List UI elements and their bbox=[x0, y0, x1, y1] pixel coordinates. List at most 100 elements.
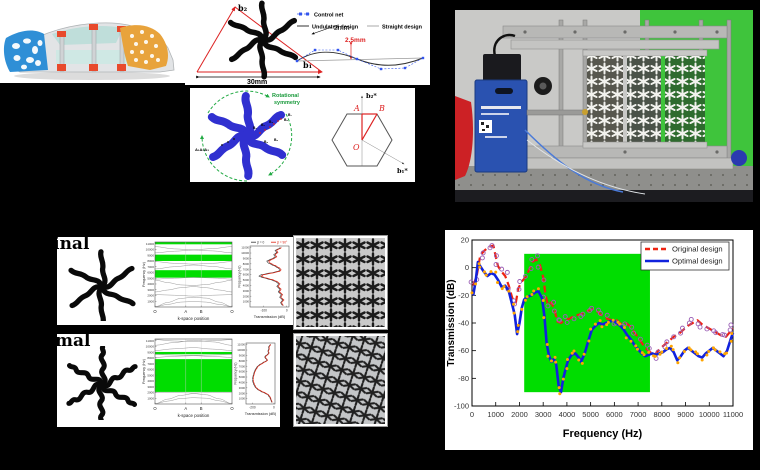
svg-text:A: A bbox=[184, 309, 187, 314]
svg-text:11000: 11000 bbox=[241, 246, 249, 250]
blue-star-unit-cell: A₁A₂A₃ B₁ B₂ B₃ B₄ B₅ B₆ B₇ bbox=[195, 92, 292, 180]
svg-text:2000: 2000 bbox=[511, 410, 528, 419]
svg-text:Frequency (Hz): Frequency (Hz) bbox=[234, 363, 238, 385]
amplitude-dim-label: 2.5mm bbox=[345, 37, 366, 44]
svg-text:0: 0 bbox=[273, 406, 275, 410]
rotational-symmetry-label-line2: symmetry bbox=[274, 100, 301, 106]
svg-text:0: 0 bbox=[286, 309, 288, 313]
symmetry-brillouin-panel: A₁A₂A₃ B₁ B₂ B₃ B₄ B₅ B₆ B₇ Rotational s… bbox=[190, 88, 415, 182]
b1-star-axis bbox=[361, 139, 405, 165]
svg-text:9000: 9000 bbox=[243, 257, 250, 261]
svg-text:3000: 3000 bbox=[535, 410, 552, 419]
point-b2-label: B₂ bbox=[261, 123, 265, 127]
device-body bbox=[474, 79, 528, 173]
svg-text:3000: 3000 bbox=[147, 385, 154, 389]
svg-text:2000: 2000 bbox=[147, 294, 154, 298]
band-structure-optimal: 1000200030004000500060007000800090001000… bbox=[142, 338, 234, 418]
point-b5-label: B₅ bbox=[274, 138, 278, 142]
point-b1-label: B₁ bbox=[253, 126, 257, 130]
svg-text:1000: 1000 bbox=[147, 299, 154, 303]
transmission-chart: 0 1000 2000 3000 4000 5000 6000 7000 8000 9000 100… bbox=[445, 230, 753, 450]
svg-text:9000: 9000 bbox=[239, 354, 246, 358]
svg-text:4000: 4000 bbox=[147, 282, 154, 286]
svg-text:10000: 10000 bbox=[241, 251, 249, 255]
svg-text:5000: 5000 bbox=[582, 410, 599, 419]
car-front-lattice-holes bbox=[12, 38, 43, 70]
svg-text:7000: 7000 bbox=[630, 410, 647, 419]
device-cable bbox=[493, 33, 516, 57]
svg-text:11000: 11000 bbox=[723, 410, 743, 419]
svg-text:6000: 6000 bbox=[147, 271, 154, 275]
svg-text:11000: 11000 bbox=[146, 242, 154, 246]
undulated-legend-label: Undulated design bbox=[312, 25, 359, 31]
svg-text:10000: 10000 bbox=[146, 345, 155, 349]
svg-text:8000: 8000 bbox=[653, 410, 670, 419]
blue-object bbox=[731, 150, 747, 166]
car-application-photo bbox=[0, 0, 187, 83]
svg-text:2000: 2000 bbox=[243, 294, 250, 298]
straight-design-curve bbox=[296, 57, 424, 62]
svg-text:A: A bbox=[184, 406, 187, 411]
svg-text:3000: 3000 bbox=[239, 386, 246, 390]
unit-cell-design-panel: b₂ b₁ 2mm 30mm Control net Undulated des… bbox=[185, 0, 430, 85]
svg-text:-200: -200 bbox=[249, 406, 256, 410]
thickness-dim-label: 2mm bbox=[334, 25, 350, 32]
svg-text:8000: 8000 bbox=[239, 359, 246, 363]
svg-text:Optimal design: Optimal design bbox=[672, 257, 723, 266]
knob-center bbox=[539, 82, 547, 90]
control-point-dots-b bbox=[259, 118, 282, 134]
svg-text:Frequency (Hz): Frequency (Hz) bbox=[142, 262, 146, 287]
lattice-pattern-optimal bbox=[296, 336, 385, 424]
svg-text:10000: 10000 bbox=[699, 410, 720, 419]
b2-vector-label: b₂ bbox=[238, 3, 248, 13]
svg-text:3000: 3000 bbox=[147, 288, 154, 292]
rotation-arc-arrows bbox=[200, 90, 293, 182]
vibrometer-device bbox=[474, 33, 528, 173]
point-b4-label: B₄ bbox=[264, 140, 268, 144]
svg-text:9000: 9000 bbox=[677, 410, 694, 419]
svg-text:11000: 11000 bbox=[237, 343, 245, 347]
svg-text:0: 0 bbox=[465, 263, 469, 272]
svg-text:Original design: Original design bbox=[672, 245, 723, 254]
rotational-symmetry-label-line1: Rotational bbox=[272, 93, 299, 99]
white-cable bbox=[526, 139, 646, 195]
lattice-specimens bbox=[582, 49, 708, 149]
svg-text:9000: 9000 bbox=[147, 253, 154, 257]
symmetry-diagram: A₁A₂A₃ B₁ B₂ B₃ B₄ B₅ B₆ B₇ Rotational s… bbox=[195, 90, 408, 182]
car-rear-lattice-orange bbox=[120, 25, 168, 70]
svg-text:8000: 8000 bbox=[243, 262, 250, 266]
svg-text:B: B bbox=[200, 406, 203, 411]
svg-text:2000: 2000 bbox=[147, 391, 154, 395]
svg-text:8000: 8000 bbox=[147, 356, 154, 360]
svg-text:k-space position: k-space position bbox=[178, 413, 210, 418]
svg-text:7000: 7000 bbox=[239, 364, 246, 368]
svg-text:8000: 8000 bbox=[147, 259, 154, 263]
svg-text:7000: 7000 bbox=[147, 265, 154, 269]
lattice-vector-triangle bbox=[196, 6, 323, 74]
b1-vector-label: b₁ bbox=[303, 60, 312, 70]
control-net-legend-marker bbox=[306, 12, 309, 16]
band-structure-original: 1000200030004000500060007000800090001000… bbox=[142, 241, 234, 321]
points-a-label: A₁A₂A₃ bbox=[195, 147, 209, 152]
brillouin-zone: A B O b₂* b₁* bbox=[331, 92, 408, 175]
point-b3-label: B₃ bbox=[269, 120, 273, 124]
original-star-cell bbox=[68, 249, 136, 321]
cell-width-dim-label: 30mm bbox=[247, 79, 267, 85]
table-shadow bbox=[455, 190, 753, 202]
lattice-photo-original bbox=[293, 235, 388, 330]
svg-text:-20: -20 bbox=[458, 291, 469, 300]
svg-text:Frequency (Hz): Frequency (Hz) bbox=[142, 359, 146, 384]
svg-text:7000: 7000 bbox=[243, 267, 250, 271]
svg-text:O: O bbox=[153, 406, 157, 411]
svg-text:10000: 10000 bbox=[237, 348, 245, 352]
svg-text:-80: -80 bbox=[458, 374, 469, 383]
car-body-illustration bbox=[3, 22, 175, 80]
svg-text:4000: 4000 bbox=[239, 381, 246, 385]
svg-text:5000: 5000 bbox=[239, 375, 246, 379]
thickness-leader-line bbox=[311, 26, 333, 35]
svg-text:0: 0 bbox=[470, 410, 474, 419]
device-handle bbox=[495, 88, 513, 94]
svg-text:-60: -60 bbox=[458, 346, 469, 355]
